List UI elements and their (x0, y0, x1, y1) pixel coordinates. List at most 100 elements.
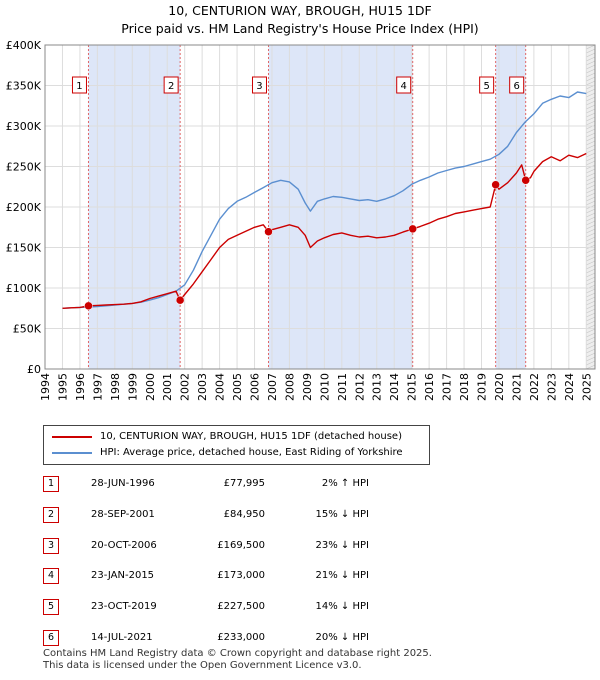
x-tick-label: 2011 (336, 373, 349, 401)
future-hatch (586, 212, 596, 218)
future-hatch (586, 104, 596, 110)
x-tick-label: 2018 (458, 373, 471, 401)
chart-legend: 10, CENTURION WAY, BROUGH, HU15 1DF (det… (43, 425, 430, 465)
future-hatch (586, 232, 596, 238)
future-hatch (586, 172, 596, 178)
future-hatch (586, 128, 596, 134)
y-tick-label: £0 (27, 363, 41, 376)
transaction-hpi: 23% ↓ HPI (315, 540, 369, 551)
future-hatch (586, 208, 596, 214)
marker-box-1 (71, 76, 87, 94)
x-tick-label: 1997 (91, 373, 104, 401)
marker-box-3 (251, 76, 267, 94)
x-tick-label: 2012 (353, 373, 366, 401)
future-hatch (586, 344, 596, 350)
x-tick-label: 2003 (196, 373, 209, 401)
transaction-price: £227,500 (217, 601, 265, 612)
footer-line-2: This data is licensed under the Open Gov… (43, 660, 362, 671)
y-tick-label: £100K (6, 282, 42, 295)
x-tick-label: 2014 (388, 373, 401, 401)
future-hatch (586, 112, 596, 118)
transaction-number: 1 (43, 476, 59, 492)
sale-point-2 (175, 295, 185, 305)
x-tick-label: 2020 (493, 373, 506, 401)
x-tick-label: 1994 (39, 373, 52, 401)
future-hatch (586, 72, 596, 78)
future-hatch (586, 108, 596, 114)
future-hatch (586, 276, 596, 282)
x-tick-label: 1996 (74, 373, 87, 401)
y-tick-label: £150K (6, 242, 42, 255)
legend-label-hpi: HPI: Average price, detached house, East… (100, 447, 403, 458)
future-hatch (586, 148, 596, 154)
future-hatch (586, 176, 596, 182)
future-hatch (586, 348, 596, 354)
marker-box-6 (509, 76, 525, 94)
future-hatch (586, 272, 596, 278)
x-tick-label: 2005 (231, 373, 244, 401)
future-hatch (586, 80, 596, 86)
future-hatch (586, 240, 596, 246)
table-row: 3 20-OCT-2006 £169,500 23% ↓ HPI (43, 538, 463, 556)
future-hatch (586, 288, 596, 294)
x-tick-label: 2024 (563, 373, 576, 401)
future-hatch (586, 160, 596, 166)
future-hatch (586, 280, 596, 286)
future-hatch (586, 328, 596, 334)
transaction-price: £173,000 (217, 570, 265, 581)
sale-point-4 (408, 224, 417, 234)
title-line-2: Price paid vs. HM Land Registry's House … (121, 21, 479, 36)
footer: Contains HM Land Registry data © Crown c… (43, 648, 432, 672)
marker-box-2 (163, 76, 179, 94)
table-row: 6 14-JUL-2021 £233,000 20% ↓ HPI (43, 630, 463, 648)
future-hatch (586, 200, 596, 206)
x-tick-label: 2023 (545, 373, 558, 401)
future-hatch (586, 168, 596, 174)
legend-label-price-paid: 10, CENTURION WAY, BROUGH, HU15 1DF (det… (100, 431, 402, 442)
transaction-date: 14-JUL-2021 (91, 632, 153, 643)
future-hatch (586, 340, 596, 346)
future-hatch (586, 120, 596, 126)
x-tick-label: 1995 (56, 373, 69, 401)
y-tick-label: £400K (6, 39, 42, 52)
x-tick-label: 2015 (406, 373, 419, 401)
transaction-hpi: 21% ↓ HPI (315, 570, 369, 581)
future-hatch (586, 52, 596, 58)
future-hatch (586, 352, 596, 358)
future-hatch (586, 360, 596, 366)
future-hatch (586, 152, 596, 158)
plot-frame (44, 44, 596, 370)
marker-label-5: 5 (483, 81, 489, 92)
title-line-1: 10, CENTURION WAY, BROUGH, HU15 1DF (168, 3, 432, 18)
future-hatch (586, 64, 596, 70)
transaction-number: 3 (43, 538, 59, 554)
future-hatch (586, 300, 596, 306)
y-tick-label: £300K (6, 120, 42, 133)
future-hatch (586, 140, 596, 146)
table-row: 1 28-JUN-1996 £77,995 2% ↑ HPI (43, 476, 463, 494)
future-hatch (586, 96, 596, 102)
marker-label-3: 3 (256, 81, 262, 92)
future-hatch (586, 268, 596, 274)
future-hatch (586, 68, 596, 74)
marker-label-6: 6 (513, 81, 519, 92)
future-hatch (586, 132, 596, 138)
legend-swatch-price-paid (52, 436, 92, 438)
table-row: 5 23-OCT-2019 £227,500 14% ↓ HPI (43, 599, 463, 617)
future-hatch (586, 356, 596, 362)
transaction-number: 2 (43, 507, 59, 523)
price-chart: 1 2 3 4 5 6 £0 £50K £100K £150K £200K £250K £300K £3… (6, 39, 596, 401)
x-tick-label: 2010 (318, 373, 331, 401)
future-hatch (586, 364, 596, 370)
x-tick-label: 2016 (423, 373, 436, 401)
x-tick-label: 2017 (441, 373, 454, 401)
x-tick-label: 2013 (371, 373, 384, 401)
hpi-line (62, 91, 587, 309)
marker-box-5 (479, 76, 495, 94)
future-hatch (586, 92, 596, 98)
transaction-number: 6 (43, 630, 59, 646)
marker-label-1: 1 (76, 81, 82, 92)
transaction-hpi: 14% ↓ HPI (315, 601, 369, 612)
future-hatch (586, 316, 596, 322)
future-hatch (586, 224, 596, 230)
